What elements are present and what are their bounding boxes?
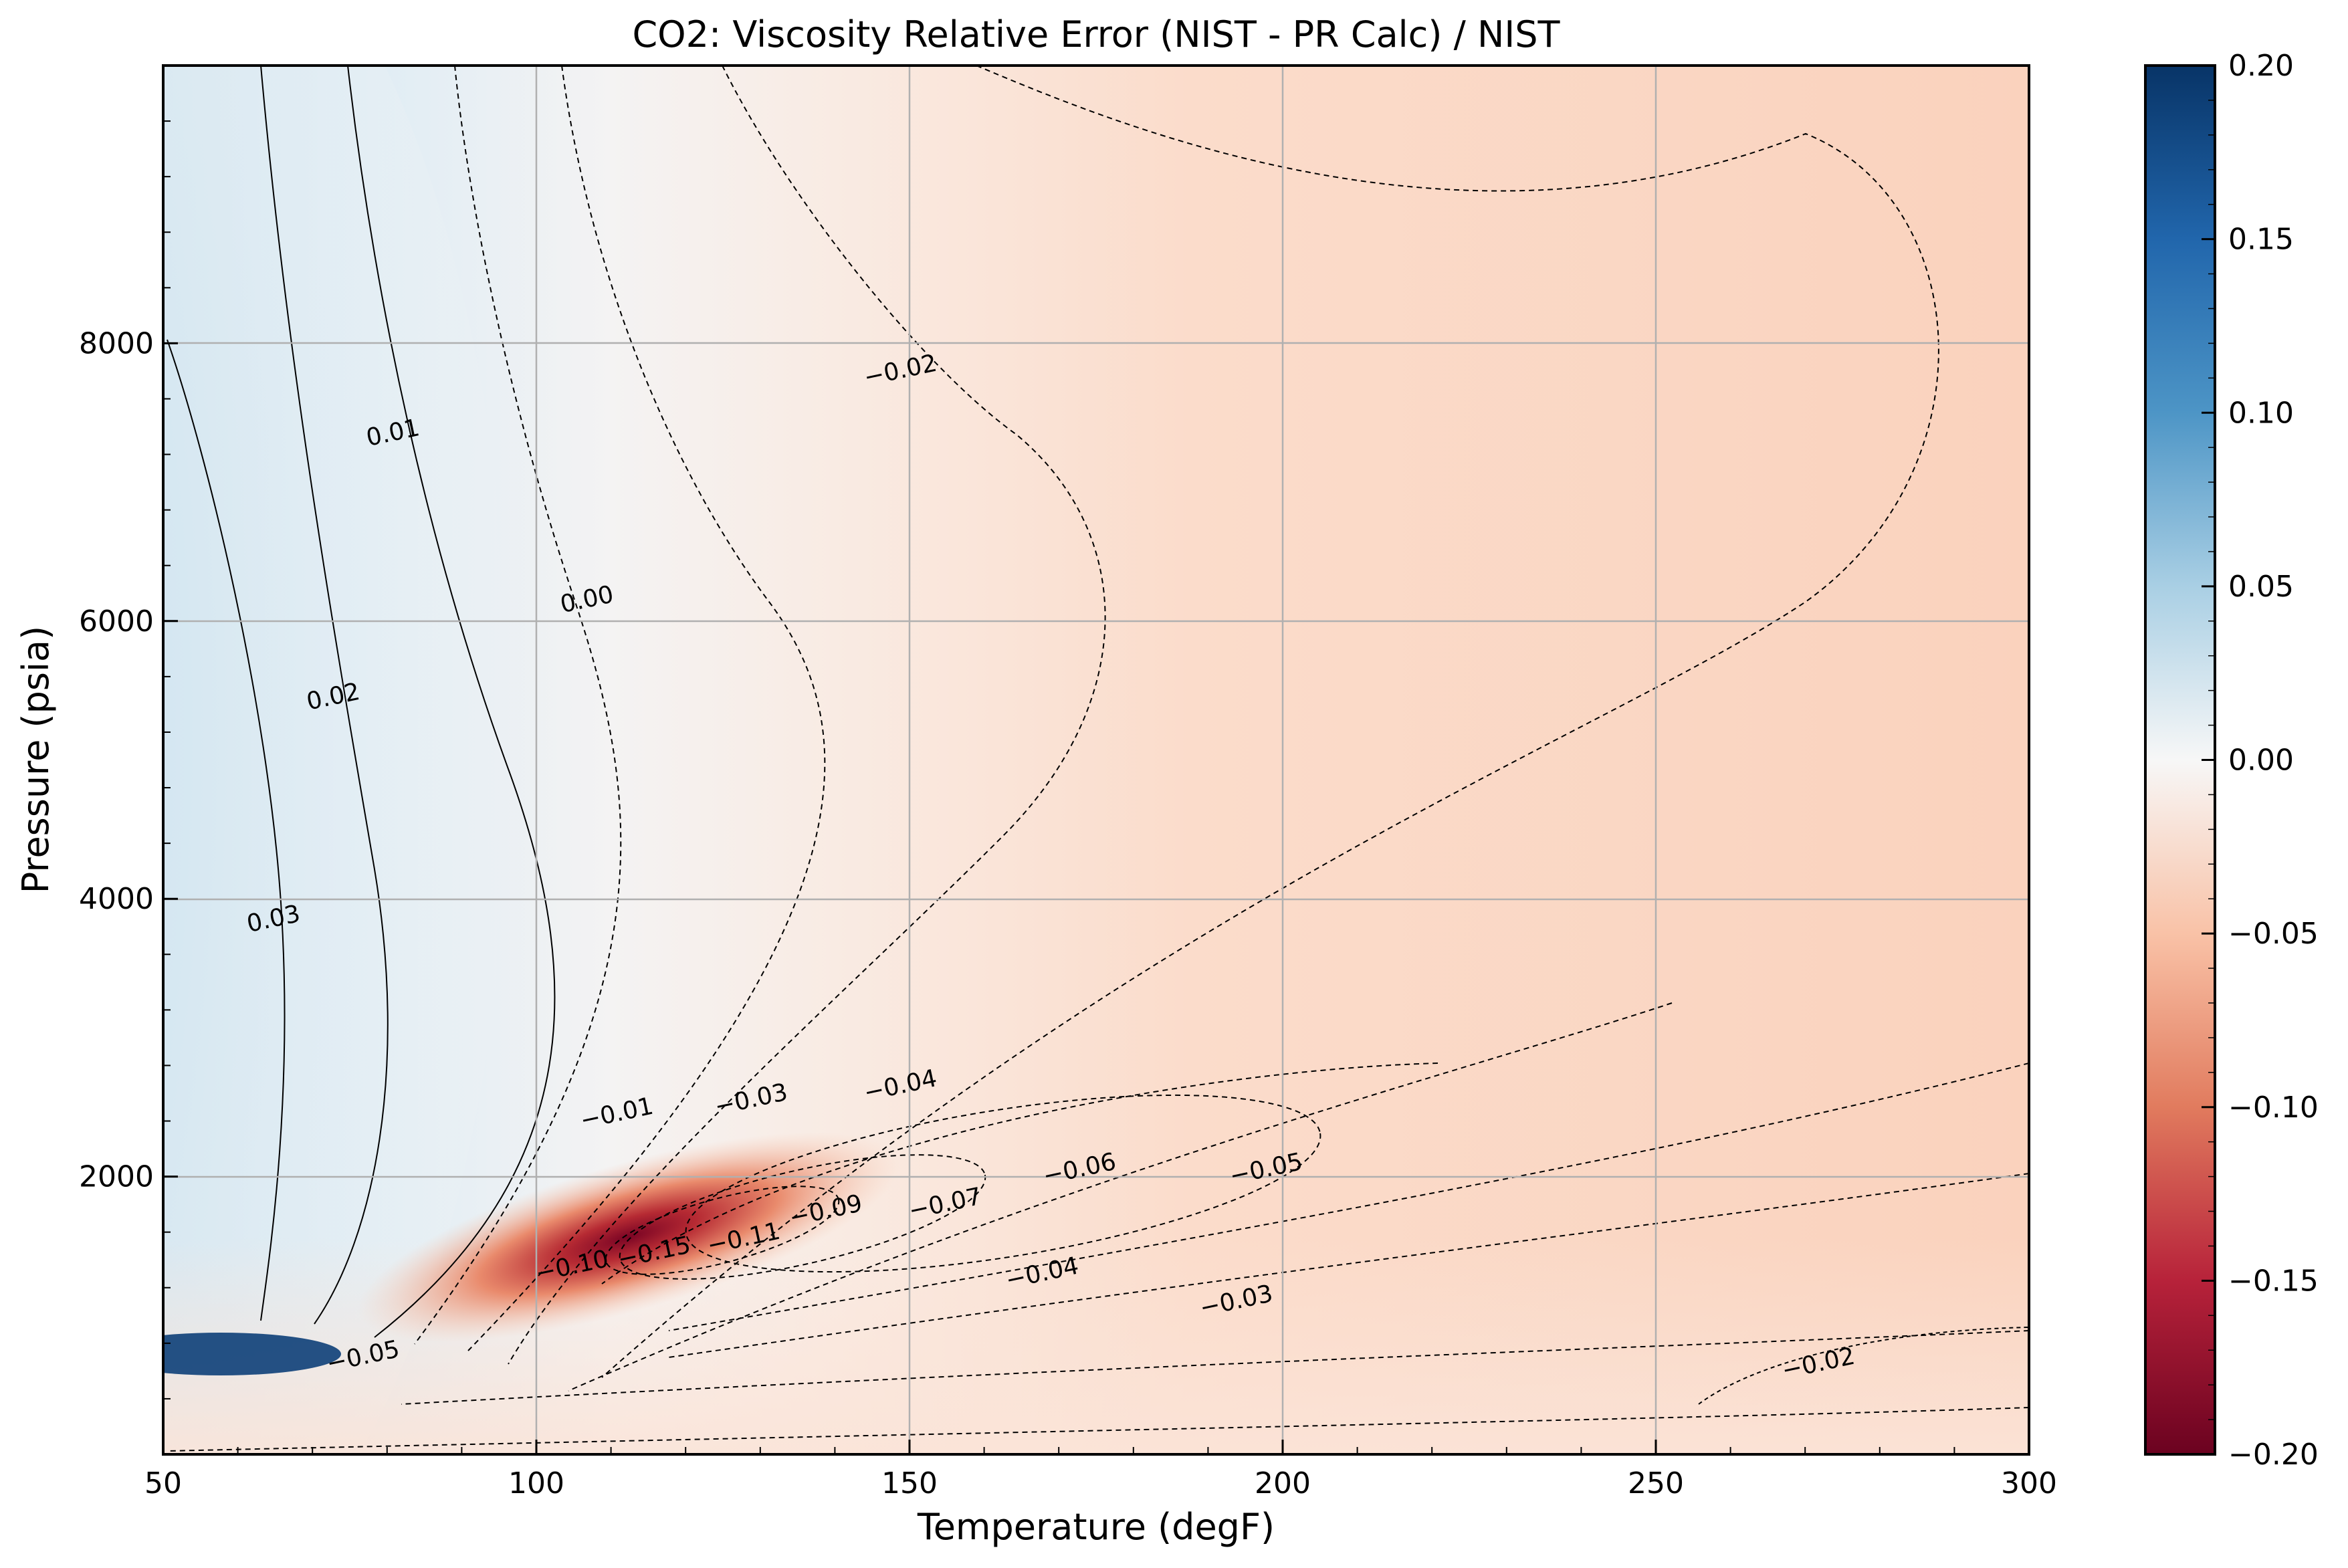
colorbar-tick-label: 0.20 bbox=[2228, 49, 2294, 83]
contour-0.02 bbox=[260, 66, 389, 1325]
heatmap-max-region bbox=[163, 1333, 341, 1375]
contour--0.03 bbox=[568, 1002, 1673, 1391]
colorbar-tick-label: 0.15 bbox=[2228, 223, 2294, 257]
y-tick-label: 6000 bbox=[79, 604, 154, 639]
y-tick-label: 2000 bbox=[79, 1160, 154, 1194]
contour--0.04 bbox=[601, 1062, 1438, 1284]
colorbar-tick-label: 0.10 bbox=[2228, 396, 2294, 430]
x-tick-label: 300 bbox=[2001, 1466, 2057, 1500]
contour-lines bbox=[167, 66, 2029, 1452]
plot-area: 0.010.000.020.03−0.02−0.01 −0.03 −0.04−0.0… bbox=[163, 66, 2029, 1454]
plot-frame bbox=[162, 64, 2030, 1456]
x-tick-label: 200 bbox=[1255, 1466, 1311, 1500]
contour--0.02-bottom bbox=[167, 1407, 2029, 1452]
contour--0.07 bbox=[619, 1154, 986, 1280]
colorbar-ticks: 0.20 0.15 0.10 0.05 0.00 −0.05 −0.10 −0.15 −0.20 bbox=[2202, 49, 2319, 1472]
y-axis-label: Pressure (psia) bbox=[15, 626, 57, 893]
heatmap-positive-region bbox=[163, 66, 511, 1454]
x-axis-label: Temperature (degF) bbox=[917, 1506, 1275, 1548]
grid-lines bbox=[163, 66, 2029, 1454]
contour-0.00 bbox=[414, 66, 622, 1345]
x-tick-label: 150 bbox=[881, 1466, 938, 1500]
colorbar-tick-label: 0.05 bbox=[2228, 570, 2294, 604]
colorbar-tick-label: −0.15 bbox=[2228, 1264, 2319, 1298]
contour--0.01 bbox=[467, 66, 826, 1351]
y-tick-label: 8000 bbox=[79, 326, 154, 360]
contour--0.02 bbox=[508, 66, 1106, 1365]
colorbar-tick-label: −0.20 bbox=[2228, 1438, 2319, 1472]
x-ticks: 50 100 150 200 250 300 bbox=[144, 1440, 2057, 1500]
x-tick-label: 250 bbox=[1628, 1466, 1684, 1500]
contour--0.04-right bbox=[668, 1173, 2029, 1358]
contour--0.06 bbox=[685, 1094, 1321, 1273]
x-tick-label: 50 bbox=[144, 1466, 182, 1500]
contour--0.02-outer bbox=[601, 66, 1939, 1378]
contour-0.01 bbox=[347, 66, 556, 1338]
colorbar-tick-label: −0.05 bbox=[2228, 917, 2319, 951]
heatmap-min-region bbox=[358, 1132, 899, 1342]
x-tick-label: 100 bbox=[508, 1466, 564, 1500]
y-axis: 2000 4000 6000 8000 Pressure (psia) bbox=[15, 120, 178, 1399]
contour--0.02-loop bbox=[1698, 1327, 2029, 1405]
colorbar-tick-label: 0.00 bbox=[2228, 744, 2294, 778]
y-tick-label: 4000 bbox=[79, 882, 154, 916]
contour-0.03 bbox=[167, 339, 286, 1321]
colorbar-tick-label: −0.10 bbox=[2228, 1091, 2319, 1125]
contour--0.03-right bbox=[401, 1330, 2029, 1405]
contour--0.09 bbox=[605, 1186, 840, 1275]
x-axis: 50 100 150 200 250 300 Temperature (degF) bbox=[144, 1440, 2057, 1548]
chart-title: CO2: Viscosity Relative Error (NIST - PR… bbox=[632, 13, 1560, 55]
colorbar: 0.20 0.15 0.10 0.05 0.00 −0.05 −0.10 −0.15 −0.20 bbox=[2144, 49, 2319, 1472]
y-ticks: 2000 4000 6000 8000 bbox=[79, 120, 178, 1399]
